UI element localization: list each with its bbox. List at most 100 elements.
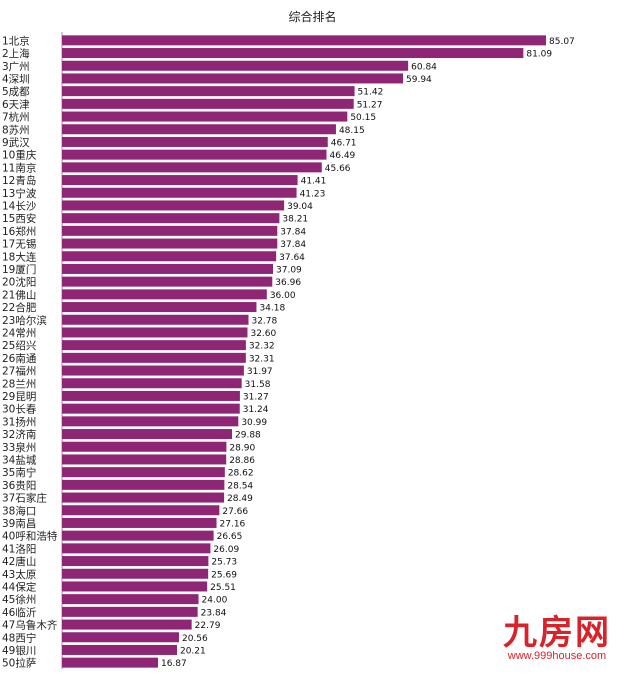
value-label: 31.24 — [243, 405, 269, 415]
category-label: 28兰州 — [2, 377, 36, 390]
bar — [62, 581, 208, 592]
bar — [62, 200, 285, 211]
category-label: 47乌鲁木齐 — [2, 619, 58, 632]
value-label: 31.97 — [247, 367, 273, 377]
category-label: 41洛阳 — [2, 542, 36, 555]
category-label: 31扬州 — [2, 415, 36, 428]
value-label: 32.32 — [249, 342, 275, 352]
bar — [62, 289, 267, 300]
category-label: 13宁波 — [2, 187, 37, 200]
category-label: 7杭州 — [2, 111, 30, 124]
category-label: 48西宁 — [2, 631, 36, 644]
value-label: 51.27 — [357, 100, 383, 110]
value-label: 25.73 — [211, 558, 237, 568]
bar — [62, 632, 179, 643]
value-label: 51.42 — [358, 88, 384, 98]
value-label: 81.09 — [526, 50, 552, 60]
bar — [62, 48, 524, 59]
bar — [62, 352, 246, 363]
value-label: 30.99 — [241, 418, 267, 428]
bar — [62, 124, 336, 135]
category-label: 3广州 — [2, 61, 30, 73]
watermark-url: www.999house.com — [507, 650, 607, 662]
value-label: 23.84 — [201, 608, 227, 618]
bar — [62, 619, 192, 630]
bar — [62, 73, 404, 84]
bar — [62, 302, 257, 313]
value-label: 29.88 — [235, 431, 261, 441]
bar — [62, 86, 355, 97]
bar — [62, 314, 249, 325]
value-label: 28.62 — [228, 469, 254, 479]
category-label: 15西安 — [2, 212, 36, 225]
value-label: 20.21 — [180, 646, 206, 656]
value-label: 28.90 — [229, 443, 255, 453]
category-label: 9武汉 — [2, 136, 30, 149]
bar — [62, 225, 278, 236]
category-label: 12青岛 — [2, 174, 36, 187]
category-label: 5成都 — [2, 86, 30, 98]
bar — [62, 98, 354, 109]
bar — [62, 390, 240, 401]
value-label: 28.86 — [229, 456, 255, 466]
bar — [62, 492, 225, 503]
category-label: 38海口 — [2, 504, 36, 517]
value-label: 50.15 — [350, 113, 376, 123]
category-label: 22合肥 — [2, 301, 37, 314]
bar — [62, 187, 297, 198]
value-label: 28.49 — [227, 494, 253, 504]
category-label: 18大连 — [2, 250, 37, 263]
category-label: 34盐城 — [2, 453, 37, 466]
value-label: 41.41 — [301, 177, 327, 187]
value-label: 20.56 — [182, 634, 208, 644]
watermark-logo-text: 九房网 — [503, 613, 611, 653]
value-label: 25.69 — [211, 570, 237, 580]
category-label: 35南宁 — [2, 466, 36, 479]
category-label: 17无锡 — [2, 238, 36, 251]
value-label: 60.84 — [411, 62, 437, 72]
category-label: 14长沙 — [2, 200, 37, 212]
category-label: 39南昌 — [2, 517, 36, 530]
category-label: 23哈尔滨 — [2, 314, 47, 327]
value-label: 31.27 — [243, 392, 269, 402]
category-label: 10重庆 — [2, 149, 37, 162]
bar — [62, 403, 240, 414]
value-label: 27.16 — [220, 519, 246, 529]
value-label: 36.96 — [275, 278, 301, 288]
value-label: 32.78 — [251, 316, 277, 326]
category-label: 26南通 — [2, 352, 37, 365]
bar — [62, 213, 280, 224]
category-label: 36贵阳 — [2, 479, 36, 492]
bar — [62, 149, 327, 160]
bar — [62, 378, 242, 389]
category-label: 11南京 — [2, 161, 36, 174]
bar — [62, 238, 278, 249]
value-label: 22.79 — [195, 621, 221, 631]
bar — [62, 556, 209, 567]
category-label: 24常州 — [2, 326, 36, 339]
category-label: 43太原 — [2, 568, 36, 581]
value-label: 37.09 — [276, 265, 302, 275]
category-label: 50拉萨 — [2, 657, 36, 670]
bar — [62, 251, 277, 262]
value-label: 59.94 — [406, 75, 432, 85]
value-label: 24.00 — [202, 596, 228, 606]
value-label: 32.31 — [249, 354, 275, 364]
value-label: 39.04 — [287, 202, 313, 212]
value-label: 26.65 — [217, 532, 243, 542]
bar — [62, 327, 248, 338]
bar — [62, 467, 225, 478]
bar — [62, 162, 322, 173]
value-label: 36.00 — [270, 291, 296, 301]
category-label: 8苏州 — [2, 123, 30, 136]
bar — [62, 606, 198, 617]
category-label: 25绍兴 — [2, 339, 36, 352]
category-label: 33泉州 — [2, 441, 36, 454]
category-label: 49银川 — [2, 644, 36, 657]
category-label: 45徐州 — [2, 593, 36, 606]
category-label: 27福州 — [2, 365, 36, 378]
bar — [62, 441, 227, 452]
bar — [62, 35, 546, 46]
watermark-logo: 九房网 www.999house.com — [503, 616, 611, 663]
